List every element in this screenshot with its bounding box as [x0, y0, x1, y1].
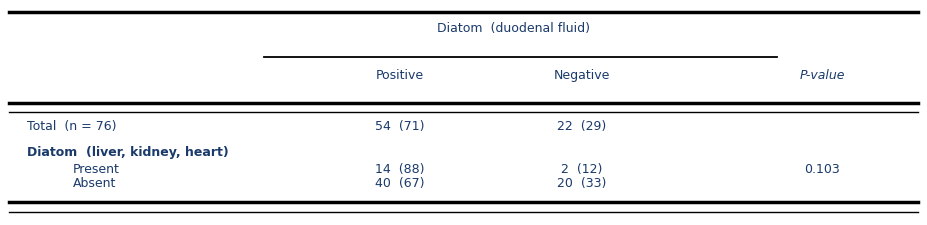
Text: 0.103: 0.103 [805, 163, 840, 176]
Text: Positive: Positive [375, 69, 424, 81]
Text: Present: Present [73, 163, 120, 176]
Text: Diatom  (liver, kidney, heart): Diatom (liver, kidney, heart) [28, 146, 229, 159]
Text: 14  (88): 14 (88) [375, 163, 425, 176]
Text: 2  (12): 2 (12) [561, 163, 603, 176]
Text: P-value: P-value [800, 69, 845, 81]
Text: 20  (33): 20 (33) [557, 177, 606, 190]
Text: Total  (n = 76): Total (n = 76) [28, 120, 117, 133]
Text: 40  (67): 40 (67) [375, 177, 425, 190]
Text: Negative: Negative [553, 69, 610, 81]
Text: Diatom  (duodenal fluid): Diatom (duodenal fluid) [437, 22, 590, 35]
Text: 22  (29): 22 (29) [557, 120, 606, 133]
Text: 54  (71): 54 (71) [375, 120, 425, 133]
Text: Absent: Absent [73, 177, 116, 190]
